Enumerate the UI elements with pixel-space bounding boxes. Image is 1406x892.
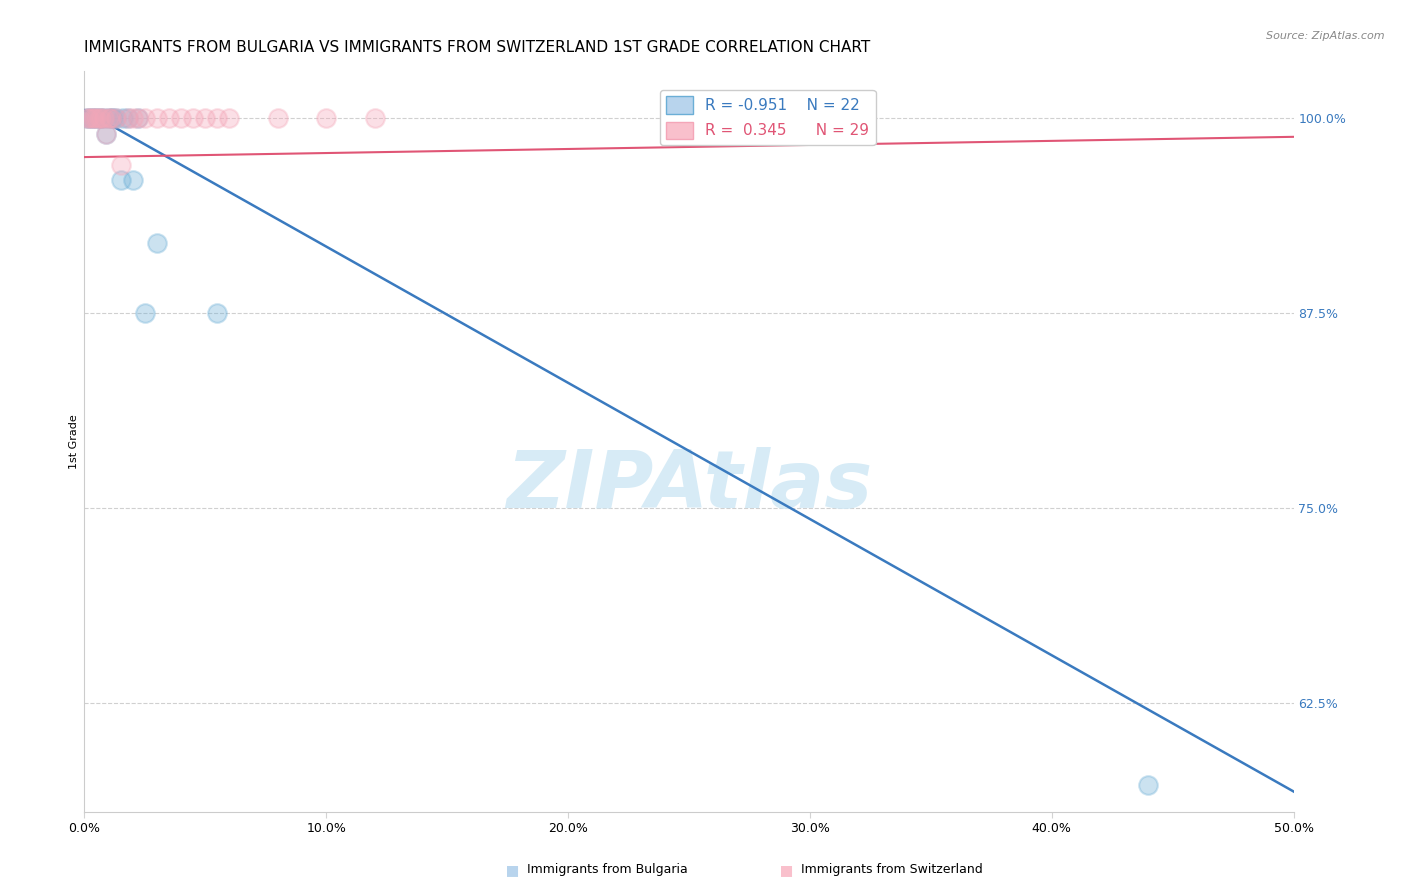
Point: [218, 111, 240, 125]
Point: [77, 111, 100, 125]
Point: [121, 111, 143, 125]
Text: IMMIGRANTS FROM BULGARIA VS IMMIGRANTS FROM SWITZERLAND 1ST GRADE CORRELATION CH: IMMIGRANTS FROM BULGARIA VS IMMIGRANTS F…: [84, 40, 870, 55]
Point: [86, 111, 108, 125]
Point: [127, 111, 149, 125]
Y-axis label: 1st Grade: 1st Grade: [69, 414, 79, 469]
Point: [90, 111, 112, 125]
Text: Source: ZipAtlas.com: Source: ZipAtlas.com: [1267, 31, 1385, 41]
Point: [76, 111, 98, 125]
Point: [87, 111, 110, 125]
Text: Immigrants from Bulgaria: Immigrants from Bulgaria: [527, 863, 688, 876]
Point: [94, 127, 117, 141]
Point: [134, 306, 156, 320]
Point: [97, 111, 120, 125]
Text: Immigrants from Switzerland: Immigrants from Switzerland: [801, 863, 983, 876]
Text: ▪: ▪: [505, 860, 520, 880]
Point: [103, 111, 125, 125]
Point: [86, 111, 108, 125]
Point: [76, 111, 98, 125]
Point: [207, 111, 229, 125]
Point: [134, 111, 156, 125]
Point: [90, 111, 112, 125]
Point: [77, 111, 100, 125]
Point: [80, 111, 103, 125]
Point: [97, 111, 120, 125]
Point: [94, 127, 117, 141]
Point: [267, 111, 290, 125]
Point: [110, 173, 132, 187]
Point: [146, 235, 169, 250]
Point: [170, 111, 193, 125]
Point: [100, 111, 122, 125]
Point: [87, 111, 110, 125]
Text: ▪: ▪: [779, 860, 794, 880]
Point: [93, 111, 115, 125]
Text: ZIPAtlas: ZIPAtlas: [506, 447, 872, 525]
Point: [117, 111, 139, 125]
Point: [181, 111, 204, 125]
Point: [112, 111, 135, 125]
Point: [110, 158, 132, 172]
Point: [80, 111, 103, 125]
Point: [1137, 778, 1160, 792]
Point: [363, 111, 385, 125]
Point: [207, 306, 229, 320]
Point: [83, 111, 105, 125]
Point: [194, 111, 217, 125]
Point: [127, 111, 149, 125]
Point: [799, 111, 821, 125]
Legend: R = -0.951    N = 22, R =  0.345      N = 29: R = -0.951 N = 22, R = 0.345 N = 29: [659, 90, 876, 145]
Point: [117, 111, 139, 125]
Point: [121, 173, 143, 187]
Point: [83, 111, 105, 125]
Point: [100, 111, 122, 125]
Point: [146, 111, 169, 125]
Point: [157, 111, 180, 125]
Point: [93, 111, 115, 125]
Point: [104, 111, 127, 125]
Point: [315, 111, 337, 125]
Point: [104, 111, 127, 125]
